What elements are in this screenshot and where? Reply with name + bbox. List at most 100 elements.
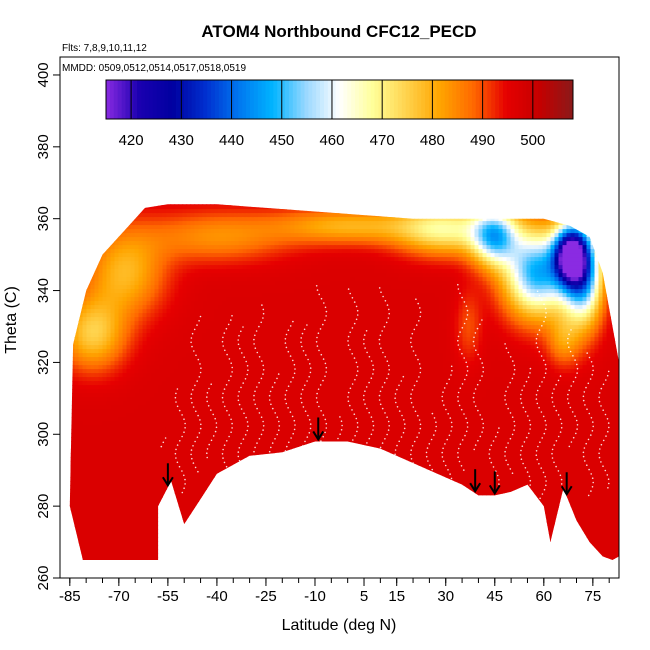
track-point: [315, 397, 318, 399]
colorbar-segment: [487, 80, 492, 119]
track-point: [244, 378, 247, 380]
track-point: [160, 445, 163, 448]
colorbar-segment: [187, 80, 193, 119]
track-point: [319, 328, 322, 330]
track-point: [316, 289, 319, 291]
track-point: [459, 331, 461, 333]
track-point: [198, 320, 200, 322]
track-point: [504, 394, 506, 397]
track-point: [255, 386, 258, 388]
track-point: [195, 354, 197, 357]
track-point: [449, 417, 452, 419]
track-point: [511, 433, 514, 436]
track-point: [482, 366, 485, 369]
colorbar-frame: [105, 79, 574, 120]
track-point: [288, 441, 290, 444]
track-point: [258, 356, 261, 358]
track-point: [582, 395, 585, 398]
track-point: [382, 351, 384, 354]
track-point: [575, 432, 577, 435]
track-point: [568, 445, 571, 448]
track-point: [504, 399, 506, 401]
track-point: [441, 395, 444, 398]
track-point: [592, 365, 594, 367]
colorbar-tick-label: 490: [470, 132, 495, 149]
track-point: [325, 315, 327, 317]
track-point: [292, 320, 294, 323]
track-point: [457, 283, 459, 286]
track-point: [551, 392, 554, 395]
track-point: [290, 493, 293, 495]
track-point: [384, 438, 386, 440]
track-point: [309, 423, 312, 425]
track-point: [226, 353, 228, 356]
track-point: [560, 483, 563, 485]
track-point: [419, 371, 422, 374]
colorbar-segment: [273, 80, 278, 119]
track-point: [473, 448, 476, 451]
x-tick-label: -25: [255, 588, 277, 605]
track-point: [442, 447, 444, 450]
track-point: [473, 392, 475, 395]
track-point: [355, 417, 358, 420]
track-point: [355, 361, 358, 364]
track-point: [428, 443, 431, 445]
colorbar-segment: [304, 80, 309, 119]
track-point: [465, 430, 468, 433]
track-point: [568, 333, 570, 336]
track-point: [509, 381, 512, 384]
track-point: [347, 456, 350, 459]
track-point: [459, 292, 461, 295]
track-point: [394, 393, 397, 395]
track-point: [190, 453, 192, 456]
track-point: [368, 381, 370, 384]
track-point: [349, 348, 351, 351]
track-point: [446, 438, 449, 441]
track-point: [591, 486, 594, 488]
track-point: [336, 467, 339, 470]
track-point: [606, 474, 609, 476]
track-point: [457, 447, 460, 450]
track-point: [398, 466, 401, 469]
track-point: [162, 441, 165, 444]
y-tick-label: 360: [35, 206, 52, 231]
track-point: [319, 384, 322, 386]
track-point: [557, 470, 560, 472]
track-point: [231, 366, 233, 369]
track-point: [176, 444, 179, 446]
x-tick-label: 30: [437, 588, 454, 605]
y-tick-label: 340: [35, 278, 52, 303]
track-point: [513, 429, 515, 431]
track-point: [410, 341, 412, 344]
colorbar-segment: [141, 80, 146, 119]
track-point: [190, 393, 193, 395]
track-point: [269, 390, 272, 393]
track-point: [245, 360, 247, 363]
track-point: [465, 374, 468, 377]
track-point: [524, 410, 527, 413]
track-point: [535, 337, 538, 340]
track-point: [278, 425, 281, 427]
track-point: [306, 380, 308, 382]
track-point: [591, 477, 594, 480]
track-point: [197, 358, 200, 361]
track-point: [553, 444, 555, 446]
colorbar-segment: [448, 80, 453, 119]
track-point: [349, 387, 352, 390]
track-point: [354, 434, 356, 437]
track-point: [542, 471, 545, 474]
track-point: [466, 370, 469, 372]
track-point: [303, 328, 306, 331]
track-point: [526, 492, 528, 495]
track-point: [567, 337, 569, 340]
track-point: [545, 368, 547, 370]
track-point: [174, 452, 177, 455]
track-point: [370, 360, 373, 362]
track-point: [356, 422, 359, 424]
track-point: [191, 401, 193, 404]
track-point: [513, 364, 516, 367]
colorbar-tick-label: 470: [370, 132, 395, 149]
track-point: [366, 442, 368, 444]
track-point: [324, 418, 327, 421]
track-point: [466, 309, 469, 312]
